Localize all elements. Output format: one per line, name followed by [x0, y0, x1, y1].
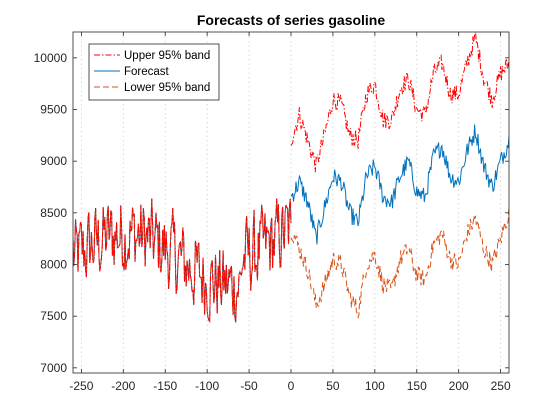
- x-tick-label: 0: [288, 379, 295, 393]
- series-line-1: [290, 124, 509, 245]
- y-tick-label: 10000: [34, 51, 68, 65]
- series-line-0: [290, 32, 509, 173]
- chart-title: Forecasts of series gasoline: [197, 12, 386, 28]
- series-line-2: [290, 206, 509, 320]
- y-axis: 7000 7500 8000 8500 9000 9500 10000: [34, 51, 509, 375]
- y-tick-label: 7000: [40, 361, 67, 375]
- x-tick-label: -200: [111, 379, 135, 393]
- y-tick-label: 8000: [40, 258, 67, 272]
- y-tick-label: 8500: [40, 206, 67, 220]
- legend-label: Upper 95% band: [124, 50, 210, 62]
- legend: Upper 95% band Forecast Lower 95% band: [88, 43, 220, 101]
- legend-label: Lower 95% band: [124, 82, 210, 94]
- y-tick-label: 9000: [40, 154, 67, 168]
- series-layer: [73, 32, 509, 323]
- x-tick-label: -50: [240, 379, 258, 393]
- x-tick-label: -150: [153, 379, 177, 393]
- x-tick-label: 150: [407, 379, 427, 393]
- grid: [80, 32, 502, 373]
- y-tick-label: 7500: [40, 309, 67, 323]
- legend-label: Forecast: [124, 66, 170, 78]
- legend-box: [88, 43, 220, 101]
- y-tick-label: 9500: [40, 103, 67, 117]
- x-tick-label: 100: [365, 379, 385, 393]
- x-tick-label: 250: [491, 379, 511, 393]
- x-tick-label: -100: [195, 379, 219, 393]
- x-tick-label: 50: [326, 379, 340, 393]
- x-tick-label: 200: [449, 379, 469, 393]
- x-tick-label: -250: [69, 379, 93, 393]
- x-axis: -250 -200 -150 -100 -50 0 50 100 150 200 250: [69, 32, 511, 393]
- history-line: [73, 198, 292, 323]
